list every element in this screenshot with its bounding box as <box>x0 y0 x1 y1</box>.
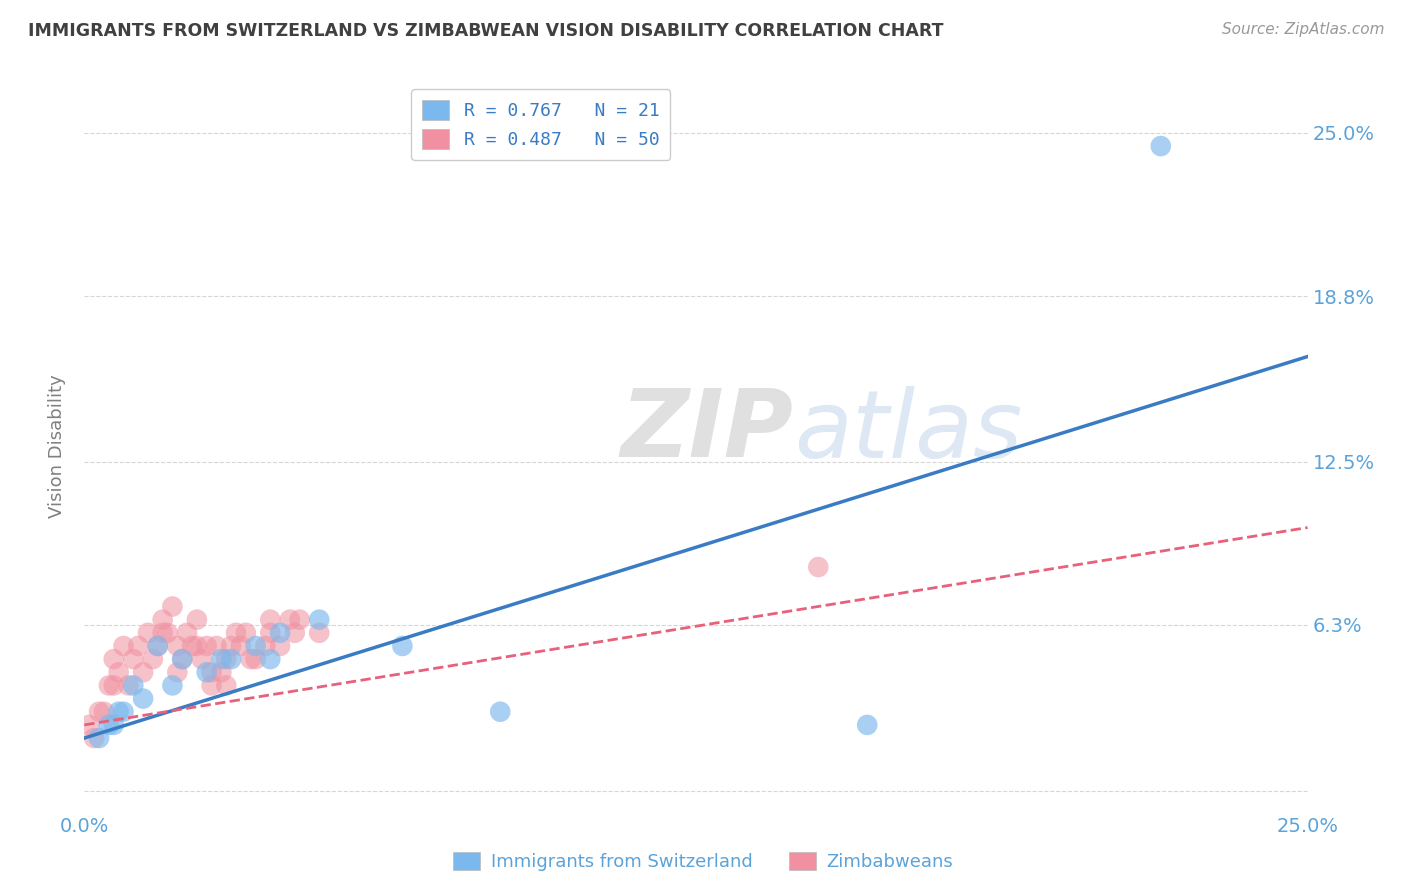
Point <box>288 613 311 627</box>
Point <box>209 652 232 666</box>
Point <box>103 718 125 732</box>
Text: ZIP: ZIP <box>621 385 794 477</box>
Point <box>308 613 330 627</box>
Point <box>489 705 512 719</box>
Point <box>146 639 169 653</box>
Point <box>112 705 135 719</box>
Point <box>278 613 301 627</box>
Point <box>162 599 184 614</box>
Point <box>122 678 145 692</box>
Point <box>219 652 242 666</box>
Point <box>245 652 267 666</box>
Point <box>83 731 105 745</box>
Point <box>284 625 307 640</box>
Point <box>215 652 238 666</box>
Point <box>239 652 262 666</box>
Point <box>186 639 208 653</box>
Point <box>93 705 115 719</box>
Point <box>152 625 174 640</box>
Point <box>122 652 145 666</box>
Point <box>172 652 194 666</box>
Point <box>229 639 252 653</box>
Point <box>103 652 125 666</box>
Point <box>132 665 155 680</box>
Point <box>225 625 247 640</box>
Point <box>205 639 228 653</box>
Point <box>245 639 267 653</box>
Point <box>200 678 222 692</box>
Legend: R = 0.767   N = 21, R = 0.487   N = 50: R = 0.767 N = 21, R = 0.487 N = 50 <box>412 89 671 160</box>
Point <box>87 705 110 719</box>
Point <box>186 613 208 627</box>
Point <box>156 625 179 640</box>
Point <box>195 665 218 680</box>
Point <box>259 613 281 627</box>
Point <box>235 625 257 640</box>
Point <box>152 613 174 627</box>
Point <box>166 665 188 680</box>
Point <box>391 639 413 653</box>
Point <box>103 678 125 692</box>
Point <box>191 652 214 666</box>
Point <box>269 639 291 653</box>
Point <box>97 678 120 692</box>
Point <box>142 652 165 666</box>
Point <box>87 731 110 745</box>
Point <box>807 560 830 574</box>
Point <box>107 665 129 680</box>
Point <box>176 625 198 640</box>
Point <box>136 625 159 640</box>
Point <box>259 625 281 640</box>
Point <box>172 652 194 666</box>
Point <box>107 705 129 719</box>
Point <box>856 718 879 732</box>
Legend: Immigrants from Switzerland, Zimbabweans: Immigrants from Switzerland, Zimbabweans <box>446 845 960 879</box>
Point <box>127 639 149 653</box>
Point <box>97 718 120 732</box>
Text: atlas: atlas <box>794 386 1022 477</box>
Text: IMMIGRANTS FROM SWITZERLAND VS ZIMBABWEAN VISION DISABILITY CORRELATION CHART: IMMIGRANTS FROM SWITZERLAND VS ZIMBABWEA… <box>28 22 943 40</box>
Point <box>254 639 277 653</box>
Point <box>308 625 330 640</box>
Point <box>1150 139 1173 153</box>
Point <box>215 678 238 692</box>
Y-axis label: Vision Disability: Vision Disability <box>48 374 66 518</box>
Point <box>259 652 281 666</box>
Point <box>132 691 155 706</box>
Point <box>77 718 100 732</box>
Point <box>269 625 291 640</box>
Point <box>200 665 222 680</box>
Point <box>166 639 188 653</box>
Point <box>181 639 204 653</box>
Point <box>146 639 169 653</box>
Point <box>219 639 242 653</box>
Point <box>162 678 184 692</box>
Point <box>209 665 232 680</box>
Point <box>112 639 135 653</box>
Text: Source: ZipAtlas.com: Source: ZipAtlas.com <box>1222 22 1385 37</box>
Point <box>117 678 139 692</box>
Point <box>195 639 218 653</box>
